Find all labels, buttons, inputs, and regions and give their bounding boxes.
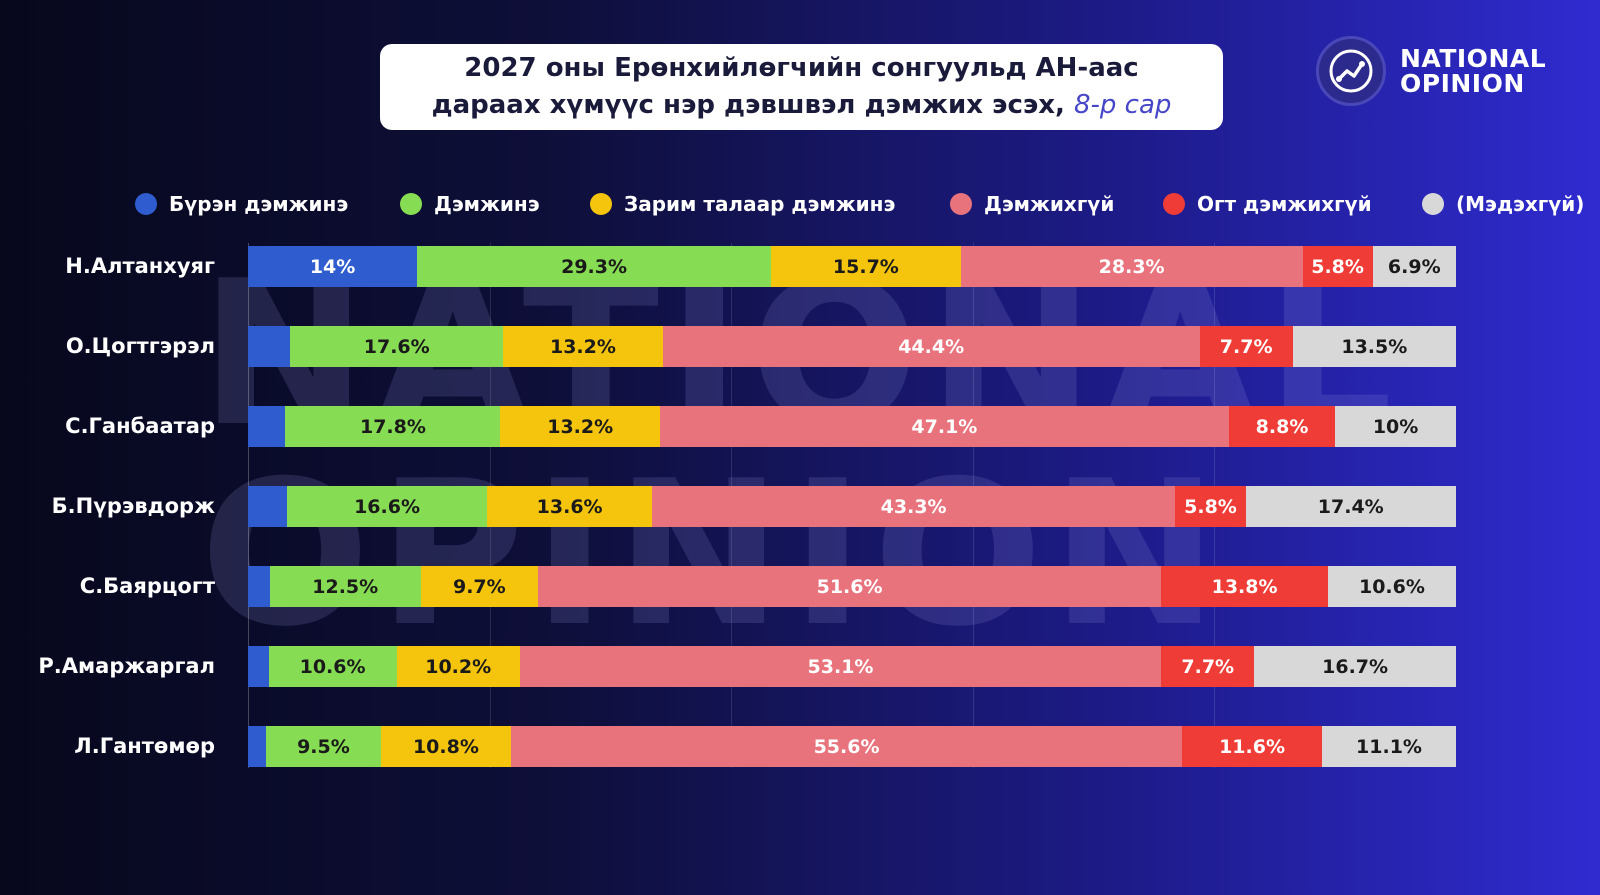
bar-segment: 13.2% <box>500 406 660 447</box>
bar-segment: 13.5% <box>1292 326 1456 367</box>
bar-segment: 53.1% <box>519 646 1162 687</box>
chart-legend: Бүрэн дэмжинэ Дэмжинэ Зарим талаар дэмжи… <box>0 192 1600 222</box>
legend-item-partial-support: Зарим талаар дэмжинэ <box>590 192 895 216</box>
legend-label: Дэмжинэ <box>434 192 540 216</box>
bar-segment <box>248 406 286 447</box>
bar-segment: 16.6% <box>286 486 488 527</box>
watermark-line-2: OPINION <box>200 438 1227 671</box>
bar-segment: 14% <box>248 246 418 287</box>
bar-segment: 6.9% <box>1372 246 1456 287</box>
bar-row: 14% 29.3% 15.7% 28.3% 5.8% 6.9% <box>248 246 1456 287</box>
bar-row: 17.8% 13.2% 47.1% 8.8% 10% <box>248 406 1456 447</box>
bar-segment <box>248 566 270 607</box>
bar-segment: 13.8% <box>1161 566 1328 607</box>
legend-label: Зарим талаар дэмжинэ <box>624 192 896 216</box>
bar-segment: 15.7% <box>771 246 961 287</box>
bar-segment: 9.7% <box>420 566 538 607</box>
legend-swatch <box>590 193 612 215</box>
category-label: Н.Алтанхуяг <box>65 254 215 278</box>
bar-segment: 11.1% <box>1322 726 1456 767</box>
category-label: С.Баярцогт <box>79 574 215 598</box>
legend-item-not-support: Дэмжихгүй <box>950 192 1114 216</box>
legend-label: Бүрэн дэмжинэ <box>169 192 349 216</box>
chart-title-line-2: дараах хүмүүс нэр дэвшвэл дэмжих эсэх, 8… <box>432 87 1172 124</box>
legend-item-full-support: Бүрэн дэмжинэ <box>135 192 348 216</box>
brand-logo: NATIONAL OPINION <box>1316 36 1546 106</box>
legend-swatch <box>1163 193 1185 215</box>
chart-title-line-2-main: дараах хүмүүс нэр дэвшвэл дэмжих эсэх, <box>431 90 1065 120</box>
bar-segment: 13.2% <box>503 326 663 367</box>
legend-swatch <box>135 193 157 215</box>
bar-segment: 47.1% <box>659 406 1229 447</box>
bar-segment: 17.8% <box>285 406 501 447</box>
bar-row: 17.6% 13.2% 44.4% 7.7% 13.5% <box>248 326 1456 367</box>
logo-text: NATIONAL OPINION <box>1400 46 1546 96</box>
bar-row: 10.6% 10.2% 53.1% 7.7% 16.7% <box>248 646 1456 687</box>
chart-title-box: 2027 оны Ерөнхийлөгчийн сонгуульд АН-аас… <box>380 44 1223 130</box>
legend-swatch <box>950 193 972 215</box>
bar-segment: 8.8% <box>1228 406 1336 447</box>
bar-segment <box>248 486 287 527</box>
bar-segment: 10.6% <box>1327 566 1456 607</box>
bar-segment: 11.6% <box>1182 726 1323 767</box>
bar-row: 16.6% 13.6% 43.3% 5.8% 17.4% <box>248 486 1456 527</box>
bar-segment: 9.5% <box>266 726 381 767</box>
category-label: Р.Амаржаргал <box>38 654 215 678</box>
logo-chart-icon <box>1316 36 1386 106</box>
category-label: Б.Пүрэвдорж <box>51 494 215 518</box>
bar-segment <box>248 646 269 687</box>
bar-row: 12.5% 9.7% 51.6% 13.8% 10.6% <box>248 566 1456 607</box>
bar-row: 9.5% 10.8% 55.6% 11.6% 11.1% <box>248 726 1456 767</box>
bar-segment: 10.8% <box>380 726 512 767</box>
category-label: О.Цогтгэрэл <box>65 334 215 358</box>
bar-segment: 17.4% <box>1245 486 1456 527</box>
legend-label: Огт дэмжихгүй <box>1197 192 1372 216</box>
bar-segment <box>248 326 291 367</box>
bar-segment: 43.3% <box>651 486 1176 527</box>
category-label: С.Ганбаатар <box>65 414 215 438</box>
bar-segment: 7.7% <box>1161 646 1255 687</box>
bar-segment: 29.3% <box>417 246 772 287</box>
bar-segment: 7.7% <box>1199 326 1293 367</box>
legend-label: Дэмжихгүй <box>984 192 1115 216</box>
bar-segment: 12.5% <box>269 566 421 607</box>
category-label: Л.Гантөмөр <box>74 734 215 758</box>
bar-segment <box>248 726 267 767</box>
bar-segment: 28.3% <box>960 246 1303 287</box>
legend-label: (Мэдэхгүй) <box>1456 192 1585 216</box>
legend-swatch <box>1422 193 1444 215</box>
legend-item-dont-know: (Мэдэхгүй) <box>1422 192 1584 216</box>
chart-subtitle-month: 8-р сар <box>1073 90 1172 120</box>
bar-segment: 5.8% <box>1302 246 1373 287</box>
legend-item-support: Дэмжинэ <box>400 192 540 216</box>
bar-segment: 5.8% <box>1175 486 1246 527</box>
bar-segment: 13.6% <box>487 486 652 527</box>
bar-segment: 51.6% <box>537 566 1162 607</box>
bar-segment: 55.6% <box>511 726 1183 767</box>
bar-segment: 10% <box>1335 406 1456 447</box>
legend-item-strongly-not-support: Огт дэмжихгүй <box>1163 192 1372 216</box>
bar-segment: 16.7% <box>1254 646 1456 687</box>
logo-text-line-1: NATIONAL <box>1400 44 1547 73</box>
chart-title-line-1: 2027 оны Ерөнхийлөгчийн сонгуульд АН-аас <box>464 53 1139 83</box>
bar-segment: 17.6% <box>290 326 504 367</box>
bar-segment: 10.6% <box>268 646 397 687</box>
bar-segment: 44.4% <box>662 326 1200 367</box>
bar-segment: 10.2% <box>396 646 520 687</box>
logo-text-line-2: OPINION <box>1400 69 1525 98</box>
legend-swatch <box>400 193 422 215</box>
